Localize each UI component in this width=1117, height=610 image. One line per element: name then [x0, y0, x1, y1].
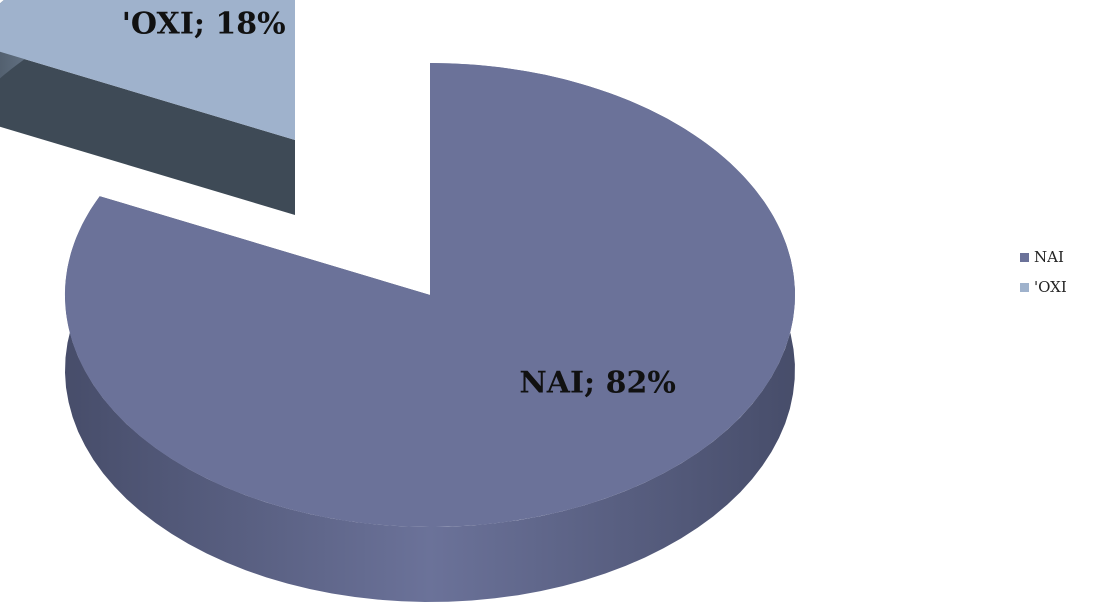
data-label-oxi: 'OXI; 18% — [122, 7, 286, 42]
data-label-nai: NAI; 82% — [519, 366, 676, 401]
pie-layer — [0, 0, 795, 602]
legend-swatch-nai — [1020, 252, 1029, 262]
pie-slice-group-0 — [64, 63, 795, 602]
pie-slice-oxi — [0, 0, 295, 140]
legend-item-oxi: 'OXI — [1020, 272, 1067, 302]
pie-slice-nai — [64, 63, 795, 527]
legend-swatch-oxi — [1020, 282, 1029, 292]
pie-slice-wall-start-1 — [0, 51, 295, 215]
legend-item-nai: NAI — [1020, 242, 1067, 272]
legend-label-oxi: 'OXI — [1034, 278, 1067, 296]
data-labels: NAI; 82% 'OXI; 18% — [122, 7, 676, 401]
pie-slice-group-1 — [0, 0, 295, 215]
legend-label-nai: NAI — [1034, 248, 1064, 266]
legend: NAI 'OXI — [1020, 242, 1067, 302]
